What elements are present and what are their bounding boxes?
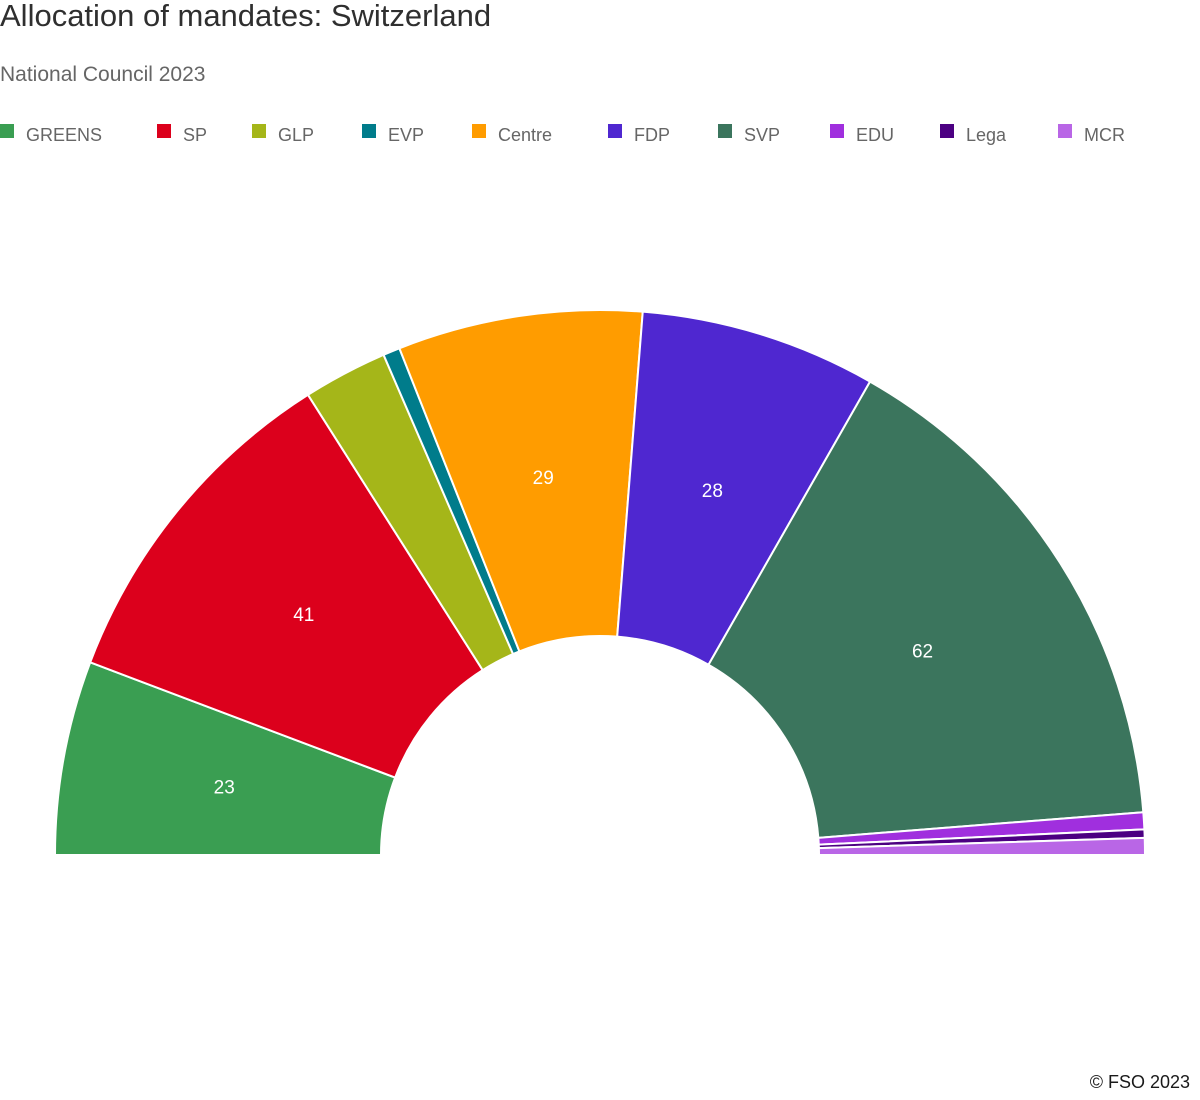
- legend-swatch-icon: [718, 124, 732, 138]
- data-label-sp: 41: [293, 605, 314, 626]
- legend-label: Centre: [498, 125, 553, 145]
- legend-swatch-icon: [830, 124, 844, 138]
- legend-item-edu[interactable]: EDU: [830, 123, 894, 146]
- segment-sp[interactable]: [89, 393, 484, 779]
- data-label-greens: 23: [214, 777, 235, 798]
- legend-label: EDU: [856, 125, 895, 145]
- legend: GREENS SP GLP EVP Centre FDP SVP EDU Lega MCR: [0, 123, 1200, 147]
- legend-label: GLP: [278, 125, 315, 145]
- legend-item-mcr[interactable]: MCR: [1058, 123, 1125, 146]
- legend-label: GREENS: [26, 125, 103, 145]
- chart-subtitle: National Council 2023: [0, 63, 206, 86]
- data-label-fdp: 28: [702, 481, 723, 502]
- legend-label: Lega: [966, 125, 1007, 145]
- legend-item-fdp[interactable]: FDP: [608, 123, 670, 146]
- legend-item-lega[interactable]: Lega: [940, 123, 1006, 146]
- segment-svp[interactable]: [707, 380, 1145, 839]
- legend-swatch-icon: [472, 124, 486, 138]
- legend-swatch-icon: [608, 124, 622, 138]
- legend-label: FDP: [634, 125, 670, 145]
- legend-swatch-icon: [1058, 124, 1072, 138]
- legend-swatch-icon: [157, 124, 171, 138]
- chart-title: Allocation of mandates: Switzerland: [0, 0, 492, 33]
- data-label-centre: 29: [533, 468, 554, 489]
- legend-item-sp[interactable]: SP: [157, 123, 207, 146]
- legend-swatch-icon: [252, 124, 266, 138]
- legend-item-glp[interactable]: GLP: [252, 123, 314, 146]
- legend-swatch-icon: [362, 124, 376, 138]
- legend-swatch-icon: [0, 124, 14, 138]
- legend-item-centre[interactable]: Centre: [472, 123, 552, 146]
- legend-label: SP: [183, 125, 208, 145]
- legend-item-svp[interactable]: SVP: [718, 123, 780, 146]
- legend-item-greens[interactable]: GREENS: [0, 123, 102, 146]
- segment-fdp[interactable]: [616, 310, 872, 666]
- legend-label: EVP: [388, 125, 425, 145]
- source-credit: © FSO 2023: [1089, 1072, 1190, 1092]
- legend-label: MCR: [1084, 125, 1125, 145]
- data-label-svp: 62: [912, 641, 933, 662]
- legend-swatch-icon: [940, 124, 954, 138]
- legend-label: SVP: [744, 125, 781, 145]
- segment-mcr[interactable]: [817, 836, 1146, 856]
- legend-item-evp[interactable]: EVP: [362, 123, 424, 146]
